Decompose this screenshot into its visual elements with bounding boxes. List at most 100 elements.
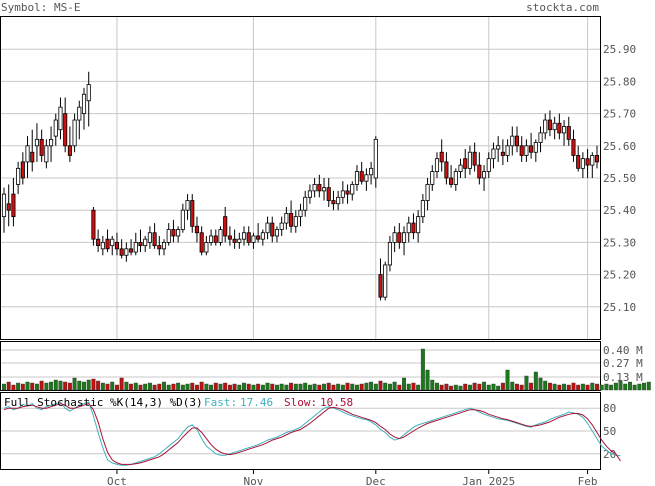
candle-body [185,200,190,211]
candle-body [246,232,251,243]
candle-body [401,232,407,243]
volume-bar [218,383,223,391]
volume-bar [213,382,218,391]
candle-body [303,196,308,211]
candle-body [284,213,289,224]
candle-body [576,155,581,169]
candle-body [58,106,63,131]
volume-bar [53,379,58,391]
volume-bar [402,377,407,391]
volume-bar [585,384,590,391]
volume-bar [364,382,369,391]
candle-body [571,138,576,156]
volume-bar [322,383,326,391]
candle-body [11,193,16,218]
volume-bar [369,381,374,391]
candle-body [72,119,77,147]
volume-bar [491,383,496,391]
volume-bar [623,383,628,391]
candle-body [171,229,176,237]
candle-body [138,241,143,247]
volume-bar [251,384,256,391]
volume-bar [133,382,138,391]
volume-bar [449,385,454,391]
volume-bar [138,384,143,391]
candle-body [6,203,11,211]
candle-body [312,184,317,192]
candle-body [119,248,124,256]
volume-bar [538,377,543,391]
volume-bar [185,383,190,391]
stochastic-tick-label: 80 [603,402,616,415]
volume-bar [176,382,181,391]
volume-bar [232,383,237,391]
stochastic-y-axis: 80 50 20 [603,402,616,461]
volume-bar [439,384,444,391]
volume-bar [359,383,364,391]
volume-bar [637,383,642,391]
volume-bar [562,383,567,391]
price-tick-label: 25.30 [603,236,636,249]
candle-body [378,274,383,298]
volume-bar [77,380,82,391]
volume-bar [100,382,105,391]
volume-bar [477,383,482,391]
volume-bar [317,384,322,391]
volume-bar [463,383,468,391]
volume-bar [632,384,637,391]
candle-body [562,126,567,134]
candle-body [514,135,520,147]
candle-body [30,151,35,163]
candle-body [194,225,200,234]
candle-body [152,232,157,247]
volume-bar [529,382,534,391]
volume-bar [20,383,25,391]
volume-bar [298,383,303,391]
candles [1,71,600,301]
candle-body [270,222,275,237]
volume-bar [336,383,341,391]
candle-body [336,196,341,205]
candle-body [256,235,261,240]
candle-body [580,158,585,169]
volume-bar [2,383,6,391]
x-tick-label: Jan 2025 [462,475,515,486]
candle-body [500,151,505,156]
volume-bar [237,384,242,391]
volume-bar [96,380,101,391]
volume-bar [406,383,411,391]
volume-bar [500,382,505,391]
candle-body [129,248,134,253]
candle-body [533,142,538,153]
volume-bar [190,382,195,391]
volume-bar [204,383,209,391]
candle-body [566,126,571,140]
site-name: stockta.com [526,1,599,14]
candle-body [331,200,336,205]
volume-bar [505,369,510,391]
volume-bar [82,381,86,391]
candle-body [519,145,524,156]
volume-bar [524,375,529,391]
volume-bar [552,383,557,391]
candle-body [204,241,209,253]
x-tick-label: Dec [366,475,386,486]
candle-body [77,106,82,121]
price-y-axis: 25.10 25.20 25.30 25.40 25.50 25.60 25.70 25.80… [603,43,636,314]
volume-bar [223,382,228,391]
volume-y-axis: 0.40 M0.27 M0.13 M [603,344,643,384]
x-tick-label: Nov [243,475,263,486]
slow-value: 10.58 [320,396,353,409]
volume-bar [467,384,472,391]
volume-bar [289,382,294,391]
volume-bar [157,383,162,391]
candle-body [298,209,303,218]
volume-bar [576,384,581,391]
candle-body [199,232,204,253]
volume-bar [533,371,538,391]
candle-body [209,235,214,243]
volume-bar [25,381,30,391]
stochastic-tick-label: 50 [603,425,616,438]
candle-body [585,158,590,166]
x-tick-label: Feb [578,475,598,486]
